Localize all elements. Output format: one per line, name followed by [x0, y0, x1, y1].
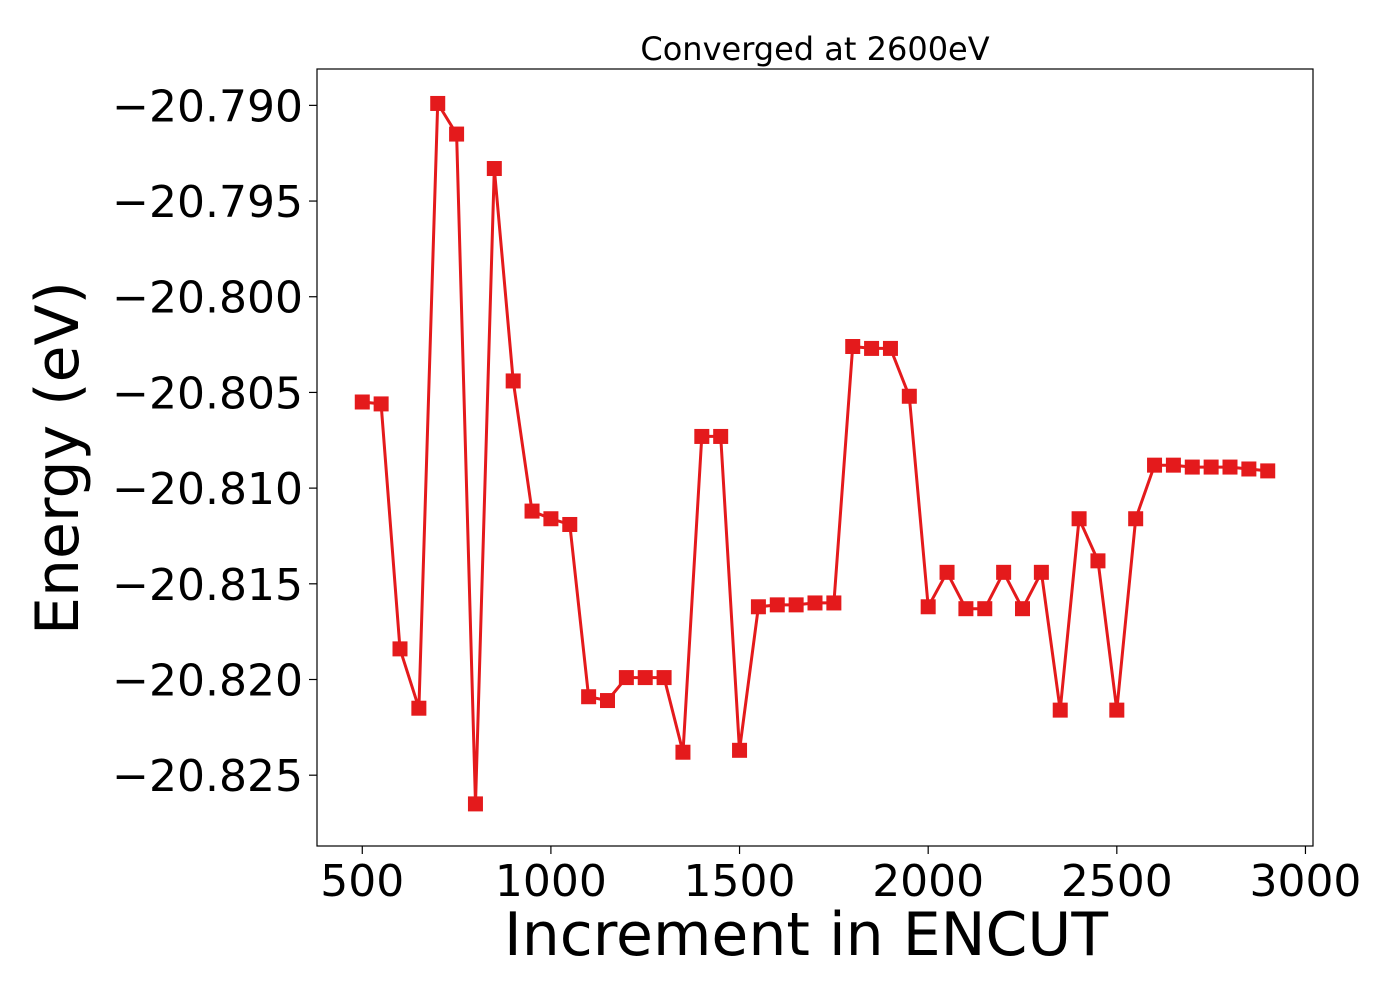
data-point-marker: [1260, 463, 1276, 479]
plot-frame: [316, 68, 1314, 847]
data-point-marker: [845, 339, 861, 354]
data-point-marker: [1241, 461, 1257, 477]
data-point-marker: [618, 670, 634, 686]
y-tick-label: −20.800: [112, 273, 303, 324]
data-point-marker: [600, 693, 615, 709]
data-point-marker: [1203, 459, 1219, 475]
data-point-marker: [1015, 601, 1030, 617]
data-point-marker: [1128, 511, 1144, 527]
x-tick-label: 2000: [872, 856, 984, 907]
data-point-marker: [769, 597, 785, 613]
x-tick-label: 1500: [684, 856, 796, 907]
data-point-marker: [1222, 459, 1238, 475]
chart-title: Converged at 2600eV: [640, 30, 989, 68]
y-tick-label: −20.795: [112, 177, 303, 228]
data-point-marker: [1147, 457, 1163, 473]
data-point-marker: [1033, 564, 1049, 580]
data-point-marker: [467, 796, 483, 812]
data-point-marker: [1071, 511, 1087, 527]
data-point-marker: [788, 597, 804, 613]
x-tick-label: 1000: [495, 856, 607, 907]
data-point-marker: [807, 595, 823, 611]
data-point-marker: [1090, 553, 1106, 569]
y-tick-label: −20.805: [112, 368, 303, 419]
data-point-marker: [505, 373, 521, 389]
y-tick-label: −20.825: [112, 751, 303, 802]
data-point-marker: [958, 601, 974, 617]
data-point-marker: [392, 641, 408, 657]
data-point-marker: [675, 744, 691, 760]
data-point-marker: [750, 599, 766, 615]
data-point-marker: [354, 394, 370, 410]
x-axis: 500 1000 1500 2000 2500 3000: [320, 846, 1361, 907]
data-point-marker: [920, 599, 936, 615]
data-point-marker: [826, 595, 842, 611]
data-point-marker: [901, 388, 917, 404]
data-point-marker: [713, 428, 729, 444]
data-point-marker: [864, 340, 880, 356]
data-point-marker: [1109, 702, 1125, 718]
data-point-marker: [430, 95, 446, 111]
data-point-marker: [939, 564, 955, 580]
series-layer: [354, 95, 1276, 812]
data-point-marker: [977, 601, 993, 617]
x-tick-label: 500: [320, 856, 404, 907]
data-point-marker: [996, 564, 1012, 580]
data-point-marker: [882, 340, 898, 356]
data-point-marker: [694, 428, 710, 444]
data-point-marker: [1165, 457, 1181, 473]
data-point-marker: [732, 742, 748, 758]
x-tick-label: 3000: [1249, 856, 1361, 907]
data-point-marker: [637, 670, 653, 686]
data-point-marker: [411, 700, 427, 716]
x-tick-label: 2500: [1061, 856, 1173, 907]
data-point-marker: [486, 161, 502, 177]
plot-area: [316, 68, 1314, 847]
y-tick-label: −20.820: [112, 656, 303, 707]
data-point-marker: [449, 126, 465, 142]
y-tick-label: −20.815: [112, 560, 303, 611]
data-point-marker: [656, 670, 672, 686]
data-point-marker: [562, 516, 578, 532]
data-point-marker: [524, 503, 540, 519]
data-point-marker: [373, 396, 389, 412]
x-axis-label: Increment in ENCUT: [504, 900, 1108, 970]
data-point-marker: [581, 689, 597, 705]
y-tick-label: −20.810: [112, 464, 303, 515]
y-axis-label: Energy (eV): [23, 281, 93, 635]
data-point-marker: [543, 511, 559, 527]
y-axis: −20.790 −20.795 −20.800 −20.805 −20.810 −20.8…: [112, 81, 317, 802]
data-point-marker: [1052, 702, 1068, 718]
y-tick-label: −20.790: [112, 81, 303, 132]
data-point-marker: [1184, 459, 1200, 475]
